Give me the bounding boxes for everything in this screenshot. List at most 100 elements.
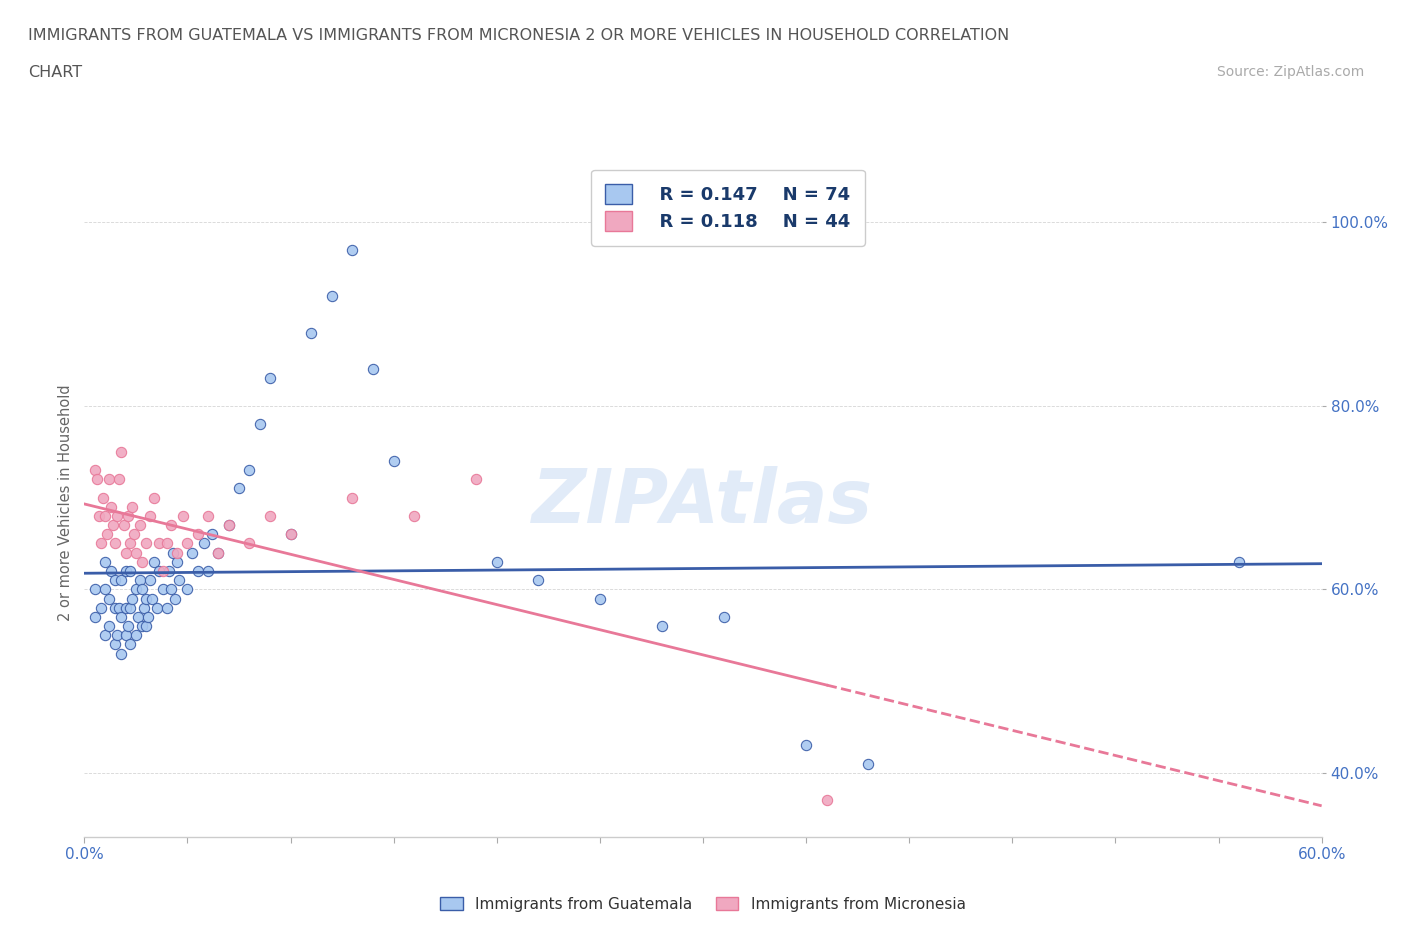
Text: CHART: CHART (28, 65, 82, 80)
Point (131, 618, 153, 633)
Point (114, 600, 136, 615)
Point (110, 609, 132, 624)
Point (218, 518, 240, 533)
Point (794, 737, 817, 752)
Point (96, 527, 118, 542)
Point (589, 591, 612, 606)
Point (94, 582, 117, 597)
Point (197, 509, 219, 524)
Point (125, 582, 148, 597)
Point (98, 618, 121, 633)
Point (160, 582, 183, 597)
Point (187, 564, 209, 578)
Point (121, 499, 143, 514)
Point (105, 628, 128, 643)
Point (180, 545, 202, 560)
Point (125, 628, 148, 643)
Point (145, 600, 167, 615)
Text: Source: ZipAtlas.com: Source: ZipAtlas.com (1216, 65, 1364, 79)
Point (165, 591, 187, 606)
Point (110, 646, 132, 661)
Point (148, 564, 170, 578)
Point (485, 554, 508, 569)
Point (118, 536, 141, 551)
Point (136, 609, 159, 624)
Point (98, 472, 121, 486)
Point (121, 591, 143, 606)
Point (651, 618, 673, 633)
Point (86, 472, 108, 486)
Point (135, 536, 157, 551)
Point (228, 481, 250, 496)
Point (118, 600, 141, 615)
Point (135, 618, 157, 633)
Point (713, 609, 735, 624)
Point (139, 509, 162, 524)
Point (118, 564, 141, 578)
Point (197, 564, 219, 578)
Point (87, 509, 110, 524)
Point (342, 490, 364, 505)
Point (83, 582, 105, 597)
Point (114, 564, 136, 578)
Point (238, 536, 260, 551)
Point (527, 573, 550, 588)
Point (94, 554, 117, 569)
Point (342, 243, 364, 258)
Point (104, 600, 127, 615)
Point (83, 462, 105, 477)
Point (166, 554, 188, 569)
Point (382, 454, 405, 469)
Point (110, 573, 132, 588)
Point (465, 472, 488, 486)
Point (218, 518, 240, 533)
Point (361, 362, 384, 377)
Point (108, 600, 131, 615)
Point (156, 600, 179, 615)
Legend: Immigrants from Guatemala, Immigrants from Micronesia: Immigrants from Guatemala, Immigrants fr… (434, 890, 972, 918)
Point (100, 564, 122, 578)
Point (148, 536, 170, 551)
Point (129, 518, 152, 533)
Point (259, 371, 281, 386)
Point (104, 536, 127, 551)
Point (404, 509, 426, 524)
Point (94, 509, 117, 524)
Point (193, 536, 215, 551)
Point (166, 545, 188, 560)
Point (167, 573, 190, 588)
Point (117, 618, 139, 633)
Point (815, 793, 838, 808)
Point (103, 518, 125, 533)
Point (94, 628, 117, 643)
Point (134, 600, 156, 615)
Y-axis label: 2 or more Vehicles in Household: 2 or more Vehicles in Household (58, 384, 73, 620)
Point (176, 582, 198, 597)
Point (83, 609, 105, 624)
Point (187, 527, 209, 542)
Point (141, 591, 163, 606)
Point (118, 637, 141, 652)
Point (156, 536, 179, 551)
Point (207, 545, 229, 560)
Point (238, 462, 260, 477)
Point (117, 509, 139, 524)
Point (207, 545, 229, 560)
Point (201, 527, 224, 542)
Point (104, 573, 127, 588)
Point (125, 545, 148, 560)
Point (172, 509, 194, 524)
Point (280, 527, 302, 542)
Point (143, 490, 166, 505)
Point (122, 527, 145, 542)
Point (856, 756, 879, 771)
Point (176, 536, 198, 551)
Point (129, 573, 152, 588)
Point (139, 573, 162, 588)
Point (112, 518, 135, 533)
Point (98, 591, 121, 606)
Legend:   R = 0.147    N = 74,   R = 0.118    N = 44: R = 0.147 N = 74, R = 0.118 N = 44 (591, 170, 865, 246)
Point (108, 472, 131, 486)
Point (249, 417, 271, 432)
Point (162, 545, 184, 560)
